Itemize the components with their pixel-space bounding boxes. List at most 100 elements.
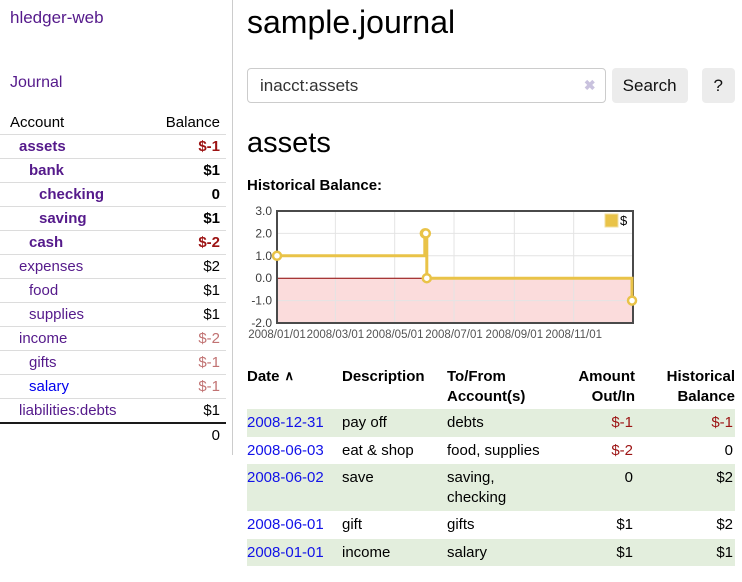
x-tick-label: 2008/01/01 (248, 329, 306, 341)
account-link-gifts[interactable]: gifts (29, 354, 57, 371)
x-tick-label: 2008/05/01 (366, 329, 424, 341)
search-input[interactable] (247, 68, 606, 104)
transaction-accounts: gifts (447, 516, 475, 534)
account-row: food $1 (0, 278, 226, 303)
register-row: 2008-01-01 income salary $1 $1 (247, 538, 735, 567)
account-link-expenses[interactable]: expenses (19, 258, 84, 275)
accounts-header-balance: Balance (165, 114, 220, 131)
sidebar-divider (232, 0, 233, 455)
plot-border (276, 209, 634, 324)
data-point (626, 294, 638, 306)
transaction-description: pay off (342, 414, 387, 432)
register-header-amount: Amount Out/In (578, 367, 635, 405)
data-point (421, 272, 433, 283)
transaction-amount: $-1 (611, 414, 633, 432)
accounts-total-spacer (0, 422, 149, 447)
transaction-accounts: food, supplies (447, 441, 540, 459)
transaction-date-link[interactable]: 2008-06-03 (247, 441, 324, 459)
account-row: gifts $-1 (0, 350, 226, 375)
account-link-cash[interactable]: cash (29, 234, 64, 251)
account-link-checking[interactable]: checking (39, 186, 105, 203)
y-tick-label: -2.0 (251, 316, 272, 330)
account-link-bank[interactable]: bank (29, 162, 65, 179)
help-button[interactable]: ? (701, 68, 735, 104)
account-link-supplies[interactable]: supplies (29, 306, 85, 323)
register-header-description: Description (342, 367, 425, 385)
account-balance: $-1 (149, 134, 226, 159)
search-box: ✖ (247, 68, 606, 104)
data-point (420, 227, 432, 239)
register-header-row: Date ∧ Description To/From Account(s) Amo… (247, 365, 735, 410)
transaction-balance: $2 (716, 469, 733, 487)
sidebar: hledger-web Journal Account Balance asse… (0, 0, 233, 566)
y-tick-label: 2.0 (255, 226, 272, 240)
transaction-balance: 0 (724, 441, 733, 459)
chart-title: Historical Balance: (247, 176, 383, 194)
transaction-date-link[interactable]: 2008-12-31 (247, 414, 324, 432)
register-header-date-label: Date (247, 367, 280, 385)
account-page-title: assets (247, 127, 331, 160)
register-table: Date ∧ Description To/From Account(s) Amo… (247, 365, 735, 567)
account-row: supplies $1 (0, 302, 226, 327)
account-balance: $-2 (149, 230, 226, 255)
account-link-salary[interactable]: salary (29, 378, 70, 395)
transaction-date-link[interactable]: 2008-06-01 (247, 516, 324, 534)
account-balance: $1 (149, 158, 226, 183)
account-row: assets $-1 (0, 134, 226, 159)
account-row: liabilities:debts $1 (0, 398, 226, 423)
register-row: 2008-06-01 gift gifts $1 $2 (247, 511, 735, 539)
account-row: expenses $2 (0, 254, 226, 279)
app-title-link[interactable]: hledger-web (10, 8, 104, 27)
search-button[interactable]: Search (611, 68, 688, 104)
register-header-balance: Historical Balance (666, 367, 735, 405)
y-tick-label: 3.0 (255, 204, 272, 218)
account-link-liabilities-debts[interactable]: liabilities:debts (19, 402, 117, 419)
transaction-date-link[interactable]: 2008-06-02 (247, 469, 324, 487)
account-link-food[interactable]: food (29, 282, 59, 299)
account-balance: $1 (149, 302, 226, 327)
clear-search-icon[interactable]: ✖ (583, 77, 596, 94)
sort-ascending-icon: ∧ (284, 367, 295, 383)
register-header-date[interactable]: Date ∧ (247, 365, 342, 410)
account-link-assets[interactable]: assets (19, 138, 66, 155)
account-link-saving[interactable]: saving (39, 210, 87, 227)
x-tick-label: 2008/09/01 (486, 329, 544, 341)
register-row: 2008-06-03 eat & shop food, supplies $-2 0 (247, 437, 735, 465)
transaction-accounts: salary (447, 543, 488, 561)
transaction-amount: $1 (616, 516, 633, 534)
account-balance: $-2 (149, 326, 226, 351)
transaction-accounts: saving, checking (447, 469, 507, 506)
x-tick-label: 2008/07/01 (425, 329, 483, 341)
accounts-header-row: Account Balance (0, 111, 226, 135)
account-link-income[interactable]: income (19, 330, 68, 347)
legend-label: $ (620, 213, 628, 228)
y-tick-label: 1.0 (255, 248, 272, 262)
account-row: bank $1 (0, 158, 226, 183)
account-balance: 0 (149, 182, 226, 207)
x-tick-label: 2008/11/01 (545, 329, 602, 341)
transaction-description: eat & shop (342, 441, 414, 459)
y-tick-label: 0.0 (255, 271, 272, 285)
transaction-balance: $1 (716, 543, 733, 561)
account-balance: $1 (149, 398, 226, 423)
account-row: income $-2 (0, 326, 226, 351)
register-header-accounts: To/From Account(s) (447, 367, 526, 405)
account-balance: $-1 (149, 350, 226, 375)
accounts-total-row: 0 (0, 422, 226, 447)
transaction-description: gift (342, 516, 363, 534)
transaction-description: income (342, 543, 391, 561)
y-tick-label: -1.0 (251, 293, 272, 307)
transaction-date-link[interactable]: 2008-01-01 (247, 543, 324, 561)
account-row: checking 0 (0, 182, 226, 207)
account-balance: $1 (149, 278, 226, 303)
app-layout: hledger-web Journal Account Balance asse… (0, 0, 735, 567)
x-tick-label: 2008/03/01 (307, 329, 365, 341)
sidebar-item-journal[interactable]: Journal (10, 74, 63, 91)
register-row: 2008-12-31 pay off debts $-1 $-1 (247, 409, 735, 437)
account-row: salary $-1 (0, 374, 226, 399)
transaction-balance: $2 (716, 516, 733, 534)
transaction-amount: 0 (624, 469, 633, 487)
accounts-table: Account Balance assets $-1 bank $1 checking 0… (0, 111, 226, 447)
account-row: saving $1 (0, 206, 226, 231)
